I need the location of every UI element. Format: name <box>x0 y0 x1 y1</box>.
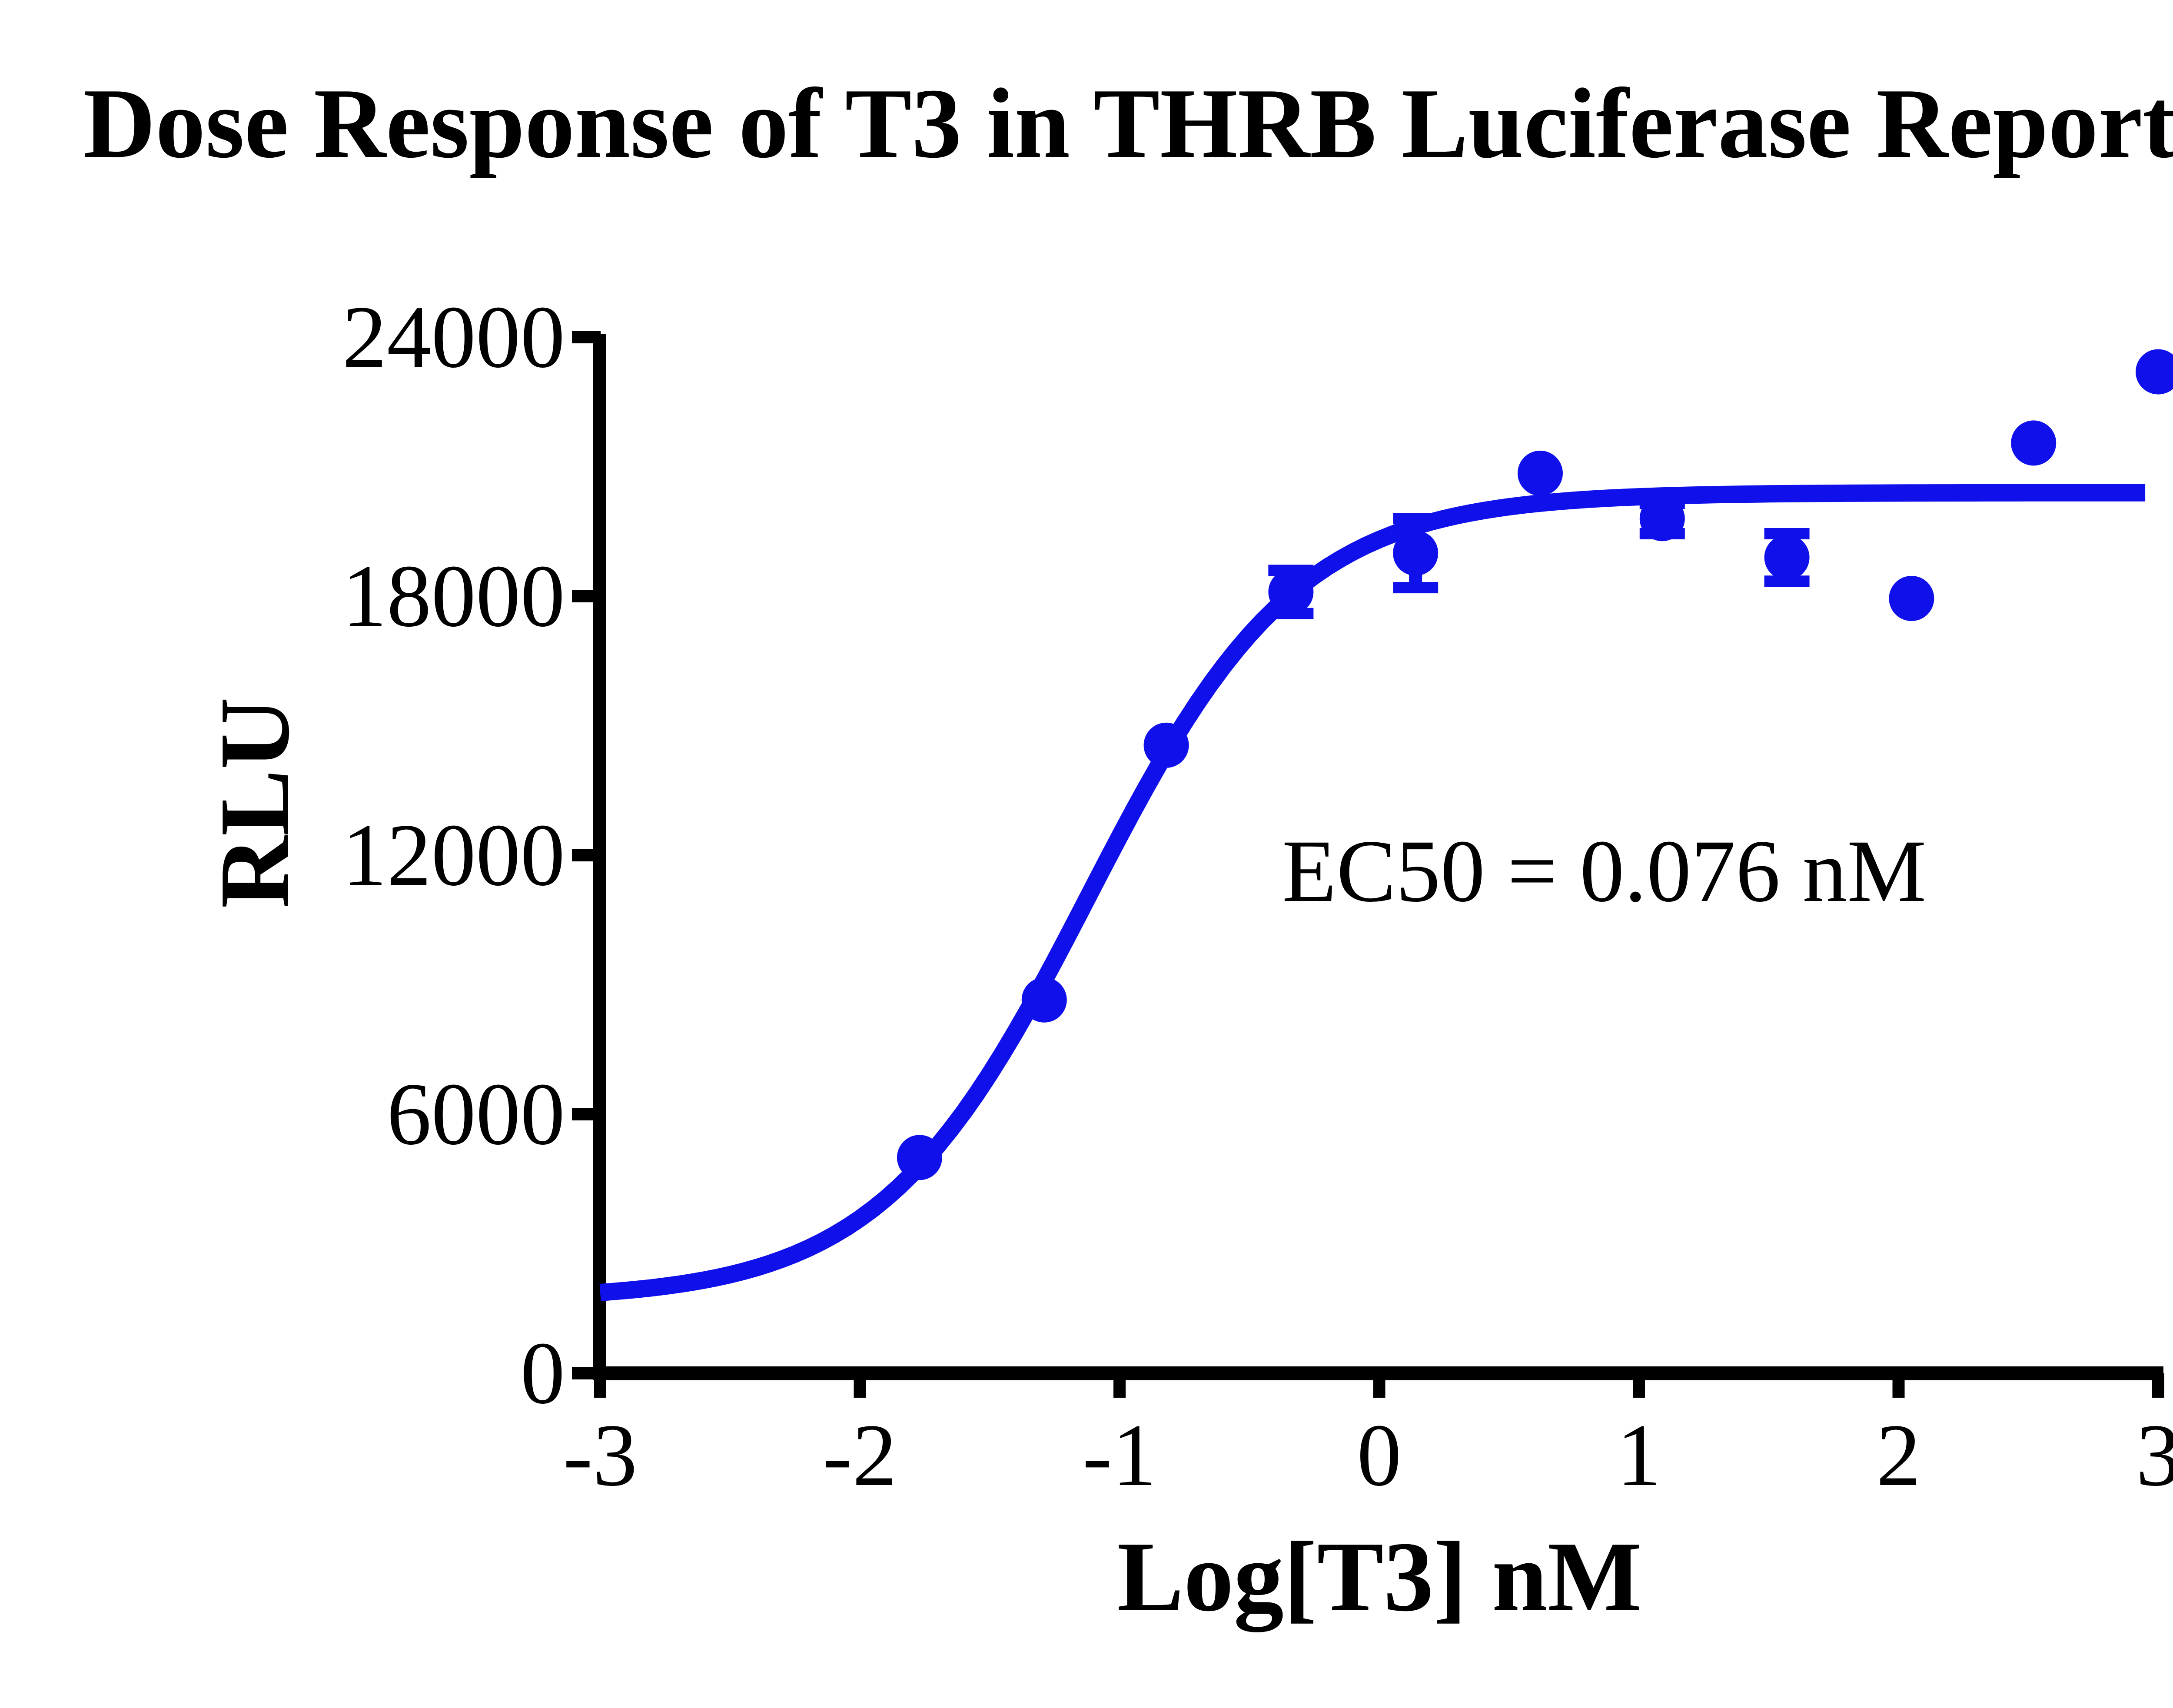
y-tick-label: 12000 <box>342 806 565 904</box>
x-tick-label: 3 <box>2136 1406 2173 1505</box>
ec50-annotation: EC50 = 0.076 nM <box>1282 822 1927 920</box>
y-tick-label: 24000 <box>342 288 565 386</box>
x-axis-title: Log[T3] nM <box>1117 1521 1642 1632</box>
x-tick-label: -1 <box>1082 1406 1157 1505</box>
x-tick-label: -2 <box>823 1406 897 1505</box>
x-tick-label: 2 <box>1876 1406 1921 1505</box>
x-tick-label: -3 <box>563 1406 638 1505</box>
y-tick-label: 6000 <box>387 1065 565 1163</box>
chart-title: Dose Response of T3 in THRB Luciferase R… <box>83 68 2173 179</box>
x-tick-label: 0 <box>1357 1406 1402 1505</box>
y-tick-label: 18000 <box>342 547 565 645</box>
y-tick-label: 0 <box>520 1324 565 1422</box>
x-tick-label: 1 <box>1616 1406 1661 1505</box>
